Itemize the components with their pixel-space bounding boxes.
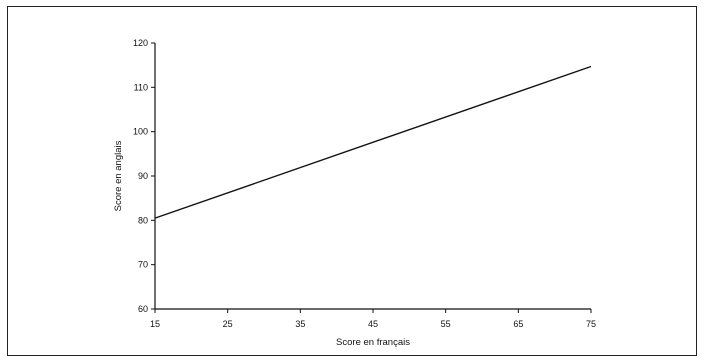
- x-tick-label: 35: [295, 319, 305, 329]
- y-tick-label: 100: [133, 127, 148, 137]
- chart-frame: [7, 6, 697, 356]
- x-axis-ticks: 15 25 35 45 55 65 75: [150, 309, 596, 329]
- y-tick-label: 120: [133, 38, 148, 48]
- x-tick-label: 75: [586, 319, 596, 329]
- x-tick-label: 15: [150, 319, 160, 329]
- y-tick-label: 60: [138, 304, 148, 314]
- y-axis-title: Score en anglais: [113, 140, 124, 211]
- x-tick-label: 25: [223, 319, 233, 329]
- y-tick-label: 110: [134, 82, 148, 92]
- x-tick-label: 65: [513, 319, 523, 329]
- series-group: [154, 65, 592, 219]
- series-line-0: [154, 65, 592, 219]
- y-tick-label: 80: [138, 215, 148, 225]
- y-axis-ticks: 60 70 80 90 100 110 120: [133, 38, 155, 314]
- x-tick-label: 45: [368, 319, 378, 329]
- y-tick-label: 70: [138, 260, 148, 270]
- x-tick-label: 55: [441, 319, 451, 329]
- x-axis-title: Score en français: [336, 337, 410, 348]
- y-tick-label: 90: [138, 171, 148, 181]
